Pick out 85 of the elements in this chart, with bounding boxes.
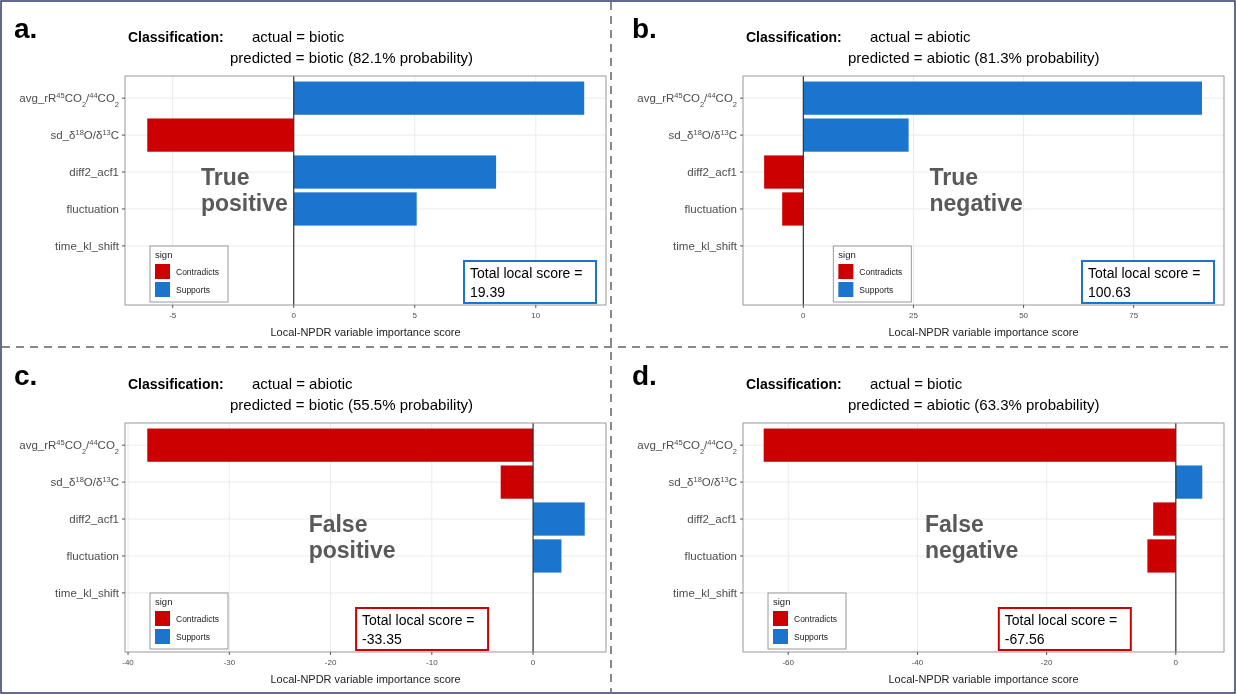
- y-tick-label: avg_rR$^{45}$CO$_{2}$/$^{44}$CO$_{2}$: [19, 90, 119, 109]
- y-tick-label: diff2_acf1: [69, 166, 119, 179]
- x-tick-label: 0: [291, 311, 297, 320]
- x-tick-label: 0: [801, 311, 807, 320]
- y-tick-label: sd_δ$^{18}$O/δ$^{13}$C: [668, 127, 737, 142]
- x-axis-title: Local-NPDR variable importance score: [888, 673, 1079, 685]
- bar: [293, 81, 585, 115]
- x-tick-label: -40: [911, 658, 924, 667]
- x-tick-label: 0: [530, 658, 536, 667]
- chart-subtitle: actual = biotic predicted = biotic (82.1% probability): [230, 28, 474, 66]
- annotation: True positive: [200, 163, 288, 216]
- x-tick-label: -10: [426, 658, 439, 667]
- x-tick-label: -40: [122, 658, 135, 667]
- legend-title: sign: [155, 596, 173, 607]
- bar: [764, 155, 804, 189]
- bar: [533, 539, 562, 573]
- annotation: True negative: [929, 163, 1023, 216]
- bar: [147, 118, 294, 152]
- bar: [500, 465, 534, 499]
- y-tick-label: time_kl_shift: [673, 239, 738, 252]
- legend-label: Contradicts: [794, 614, 837, 624]
- annotation: False negative: [924, 510, 1019, 563]
- y-tick-label: diff2_acf1: [687, 513, 737, 526]
- bar: [533, 502, 585, 536]
- x-axis-title: Local-NPDR variable importance score: [270, 326, 461, 338]
- legend-label: Contradicts: [176, 614, 219, 624]
- x-tick-label: 50: [1019, 311, 1029, 320]
- text: d.: [632, 360, 657, 391]
- text: b.: [632, 13, 657, 44]
- annotation: Total local score = -33.35: [362, 612, 475, 647]
- x-tick-label: -30: [223, 658, 236, 667]
- x-axis-title: Local-NPDR variable importance score: [270, 673, 461, 685]
- y-tick-label: sd_δ$^{18}$O/δ$^{13}$C: [50, 127, 119, 142]
- bar: [147, 428, 534, 462]
- annotation: Total local score = 19.39: [470, 265, 583, 300]
- chart-title: Classification:: [746, 29, 842, 45]
- bar: [803, 118, 909, 152]
- x-tick-label: -5: [169, 311, 177, 320]
- y-tick-label: fluctuation: [684, 549, 737, 562]
- x-tick-label: 25: [909, 311, 919, 320]
- chart-title: Classification:: [128, 376, 224, 392]
- chart-title: Classification:: [128, 29, 224, 45]
- legend-label: Supports: [859, 285, 894, 295]
- x-tick-label: -20: [1040, 658, 1053, 667]
- x-axis-title: Local-NPDR variable importance score: [888, 326, 1079, 338]
- bar: [803, 81, 1202, 115]
- x-tick-label: 0: [1173, 658, 1179, 667]
- y-tick-label: sd_δ$^{18}$O/δ$^{13}$C: [50, 474, 119, 489]
- chart-subtitle: actual = abiotic predicted = biotic (55.5% probability): [230, 375, 474, 413]
- x-tick-label: 10: [531, 311, 541, 320]
- legend-title: sign: [155, 249, 173, 260]
- y-tick-label: fluctuation: [66, 549, 119, 562]
- x-tick-label: 75: [1129, 311, 1139, 320]
- y-tick-label: time_kl_shift: [55, 586, 120, 599]
- legend-title: sign: [773, 596, 791, 607]
- legend-label: Contradicts: [859, 267, 903, 277]
- legend-label: Supports: [794, 632, 829, 642]
- chart-title: Classification:: [746, 376, 842, 392]
- bar: [293, 155, 497, 189]
- annotation: Total local score = -67.56: [1004, 612, 1118, 647]
- x-tick-label: 5: [412, 311, 418, 320]
- y-tick-label: fluctuation: [684, 202, 737, 215]
- text: a.: [14, 13, 38, 44]
- y-tick-label: fluctuation: [66, 202, 119, 215]
- annotation: Total local score = 100.63: [1088, 265, 1201, 300]
- x-tick-label: -20: [324, 658, 337, 667]
- legend-label: Contradicts: [176, 267, 219, 277]
- legend-label: Supports: [176, 285, 211, 295]
- y-tick-label: sd_δ$^{18}$O/δ$^{13}$C: [668, 474, 737, 489]
- y-tick-label: diff2_acf1: [687, 166, 737, 179]
- y-tick-label: time_kl_shift: [673, 586, 738, 599]
- y-tick-label: avg_rR$^{45}$CO$_{2}$/$^{44}$CO$_{2}$: [637, 90, 737, 109]
- text: c.: [14, 360, 38, 391]
- bar: [782, 192, 804, 226]
- bar: [293, 192, 417, 226]
- chart-subtitle: actual = biotic predicted = abiotic (63.3% probability): [848, 375, 1100, 413]
- chart-subtitle: actual = abiotic predicted = abiotic (81.3% probability): [848, 28, 1100, 66]
- y-tick-label: avg_rR$^{45}$CO$_{2}$/$^{44}$CO$_{2}$: [19, 437, 119, 456]
- legend-title: sign: [838, 249, 856, 260]
- y-tick-label: diff2_acf1: [69, 513, 119, 526]
- y-tick-label: time_kl_shift: [55, 239, 120, 252]
- y-tick-label: avg_rR$^{45}$CO$_{2}$/$^{44}$CO$_{2}$: [637, 437, 737, 456]
- annotation: False positive: [308, 510, 396, 563]
- legend-label: Supports: [176, 632, 211, 642]
- x-tick-label: -60: [782, 658, 795, 667]
